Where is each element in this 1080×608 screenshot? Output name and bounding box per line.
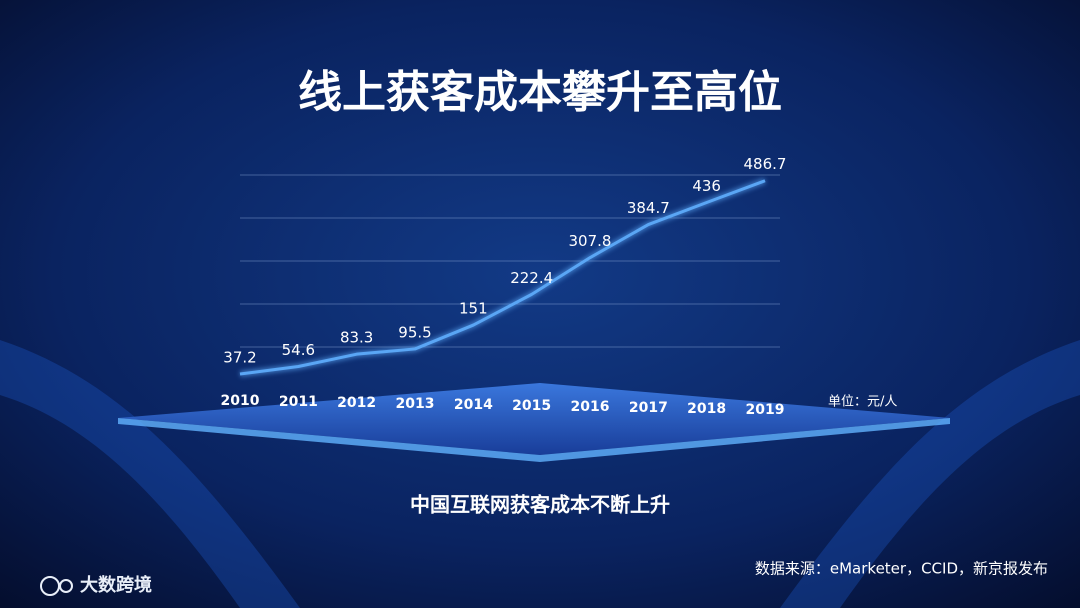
chart-title: 线上获客成本攀升至高位 xyxy=(298,67,782,118)
data-label: 307.8 xyxy=(569,232,612,250)
decor xyxy=(0,340,300,608)
data-label: 222.4 xyxy=(510,269,553,287)
data-label: 54.6 xyxy=(282,341,315,359)
decor xyxy=(780,340,1080,608)
x-tick-label: 2011 xyxy=(279,394,318,410)
x-tick-label: 2019 xyxy=(746,402,785,418)
subtitle: 中国互联网获客成本不断上升 xyxy=(410,493,670,517)
platform xyxy=(118,383,950,455)
logo-icon xyxy=(59,579,73,593)
unit-label: 单位：元/人 xyxy=(828,395,897,410)
x-tick-label: 2016 xyxy=(571,399,610,415)
data-label: 95.5 xyxy=(398,323,431,341)
data-label: 486.7 xyxy=(744,155,787,173)
x-tick-label: 2017 xyxy=(629,400,668,416)
line xyxy=(239,179,766,376)
data-label: 37.2 xyxy=(223,349,256,367)
logo: 大数跨境 xyxy=(80,574,152,596)
data-label: 151 xyxy=(459,300,488,318)
data-label: 436 xyxy=(692,177,721,195)
x-tick-label: 2014 xyxy=(454,397,493,413)
x-tick-label: 2015 xyxy=(512,398,551,414)
data-label: 384.7 xyxy=(627,199,670,217)
x-tick-label: 2010 xyxy=(221,393,260,409)
x-tick-label: 2013 xyxy=(396,396,435,412)
x-tick-label: 2018 xyxy=(687,401,726,417)
x-tick-label: 2012 xyxy=(337,395,376,411)
data-label: 83.3 xyxy=(340,329,373,347)
source: 数据来源：eMarketer，CCID，新京报发布 xyxy=(755,560,1048,578)
